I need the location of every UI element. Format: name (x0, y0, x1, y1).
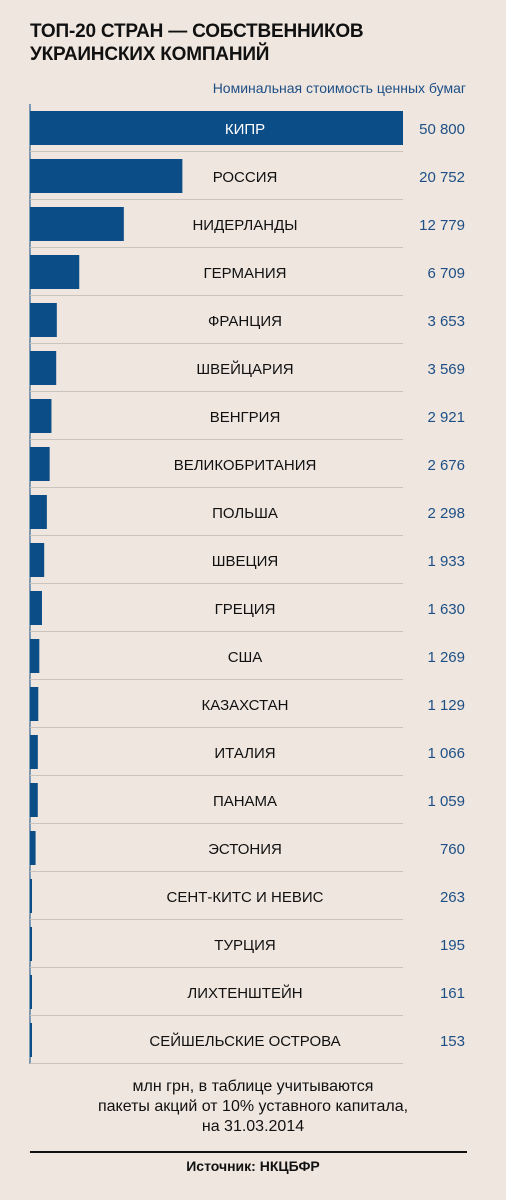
category-label-6: ВЕНГРИЯ (210, 409, 281, 426)
category-label-1: РОССИЯ (213, 169, 278, 186)
source-text: Источник: НКЦБФР (186, 1158, 320, 1174)
bar-2 (30, 207, 124, 241)
bar-4 (30, 303, 57, 337)
value-label-4: 3 653 (427, 313, 465, 330)
bar-17 (30, 927, 32, 961)
value-label-7: 2 676 (427, 457, 465, 474)
category-label-11: США (228, 649, 263, 666)
value-label-8: 2 298 (427, 505, 465, 522)
category-label-10: ГРЕЦИЯ (215, 601, 276, 618)
value-label-14: 1 059 (427, 793, 465, 810)
value-label-13: 1 066 (427, 745, 465, 762)
category-label-14: ПАНАМА (213, 793, 277, 810)
value-label-18: 161 (440, 985, 465, 1002)
category-label-0: КИПР (225, 121, 265, 138)
bar-12 (30, 687, 39, 721)
bar-7 (30, 447, 50, 481)
category-label-18: ЛИХТЕНШТЕЙН (187, 984, 302, 1002)
category-label-5: ШВЕЙЦАРИЯ (196, 360, 293, 378)
chart-title-line2: УКРАИНСКИХ КОМПАНИЙ (30, 44, 270, 65)
category-label-19: СЕЙШЕЛЬСКИЕ ОСТРОВА (149, 1032, 340, 1050)
value-label-2: 12 779 (419, 217, 465, 234)
value-caption: Номинальная стоимость ценных бумаг (212, 80, 466, 96)
value-label-3: 6 709 (427, 265, 465, 282)
category-label-16: СЕНТ-КИТС И НЕВИС (167, 889, 324, 906)
value-label-12: 1 129 (427, 697, 465, 714)
value-label-1: 20 752 (419, 169, 465, 186)
bar-14 (30, 783, 38, 817)
value-label-0: 50 800 (419, 121, 465, 138)
category-label-2: НИДЕРЛАНДЫ (192, 217, 297, 234)
category-label-3: ГЕРМАНИЯ (204, 265, 287, 282)
chart-title: ТОП-20 СТРАН — СОБСТВЕННИКОВ УКРАИНСКИХ … (30, 20, 364, 66)
bar-16 (30, 879, 32, 913)
bar-9 (30, 543, 45, 577)
value-label-6: 2 921 (427, 409, 465, 426)
value-label-19: 153 (440, 1033, 465, 1050)
bar-18 (30, 975, 32, 1009)
category-label-7: ВЕЛИКОБРИТАНИЯ (174, 457, 317, 474)
category-label-12: КАЗАХСТАН (202, 697, 289, 714)
bar-10 (30, 591, 42, 625)
footnote-line1: млн грн, в таблице учитываются (132, 1078, 374, 1095)
bar-1 (30, 159, 183, 193)
bar-6 (30, 399, 52, 433)
category-label-13: ИТАЛИЯ (214, 745, 275, 762)
value-label-17: 195 (440, 937, 465, 954)
value-label-5: 3 569 (427, 361, 465, 378)
value-label-9: 1 933 (427, 553, 465, 570)
chart-title-line1: ТОП-20 СТРАН — СОБСТВЕННИКОВ (30, 21, 364, 42)
footnote-line2: пакеты акций от 10% уставного капитала, (97, 1098, 409, 1115)
bar-11 (30, 639, 40, 673)
category-label-15: ЭСТОНИЯ (208, 841, 282, 858)
bar-chart: КИПР 50 800 РОССИЯ 20 752 НИДЕРЛАНДЫ 12 779 ГЕ… (29, 104, 465, 1064)
bar-5 (30, 351, 57, 385)
category-label-9: ШВЕЦИЯ (212, 553, 278, 570)
category-label-17: ТУРЦИЯ (214, 937, 275, 954)
bar-13 (30, 735, 38, 769)
value-label-16: 263 (440, 889, 465, 906)
bar-15 (30, 831, 36, 865)
source-divider (30, 1151, 467, 1153)
category-label-4: ФРАНЦИЯ (208, 313, 282, 330)
footnote: млн грн, в таблице учитываются пакеты ак… (0, 1077, 506, 1137)
bar-8 (30, 495, 47, 529)
value-label-11: 1 269 (427, 649, 465, 666)
bar-0 (30, 111, 403, 145)
category-label-8: ПОЛЬША (212, 505, 278, 522)
value-label-10: 1 630 (427, 601, 465, 618)
bar-19 (30, 1023, 32, 1057)
value-label-15: 760 (440, 841, 465, 858)
bar-3 (30, 255, 80, 289)
footnote-line3: на 31.03.2014 (201, 1118, 305, 1135)
